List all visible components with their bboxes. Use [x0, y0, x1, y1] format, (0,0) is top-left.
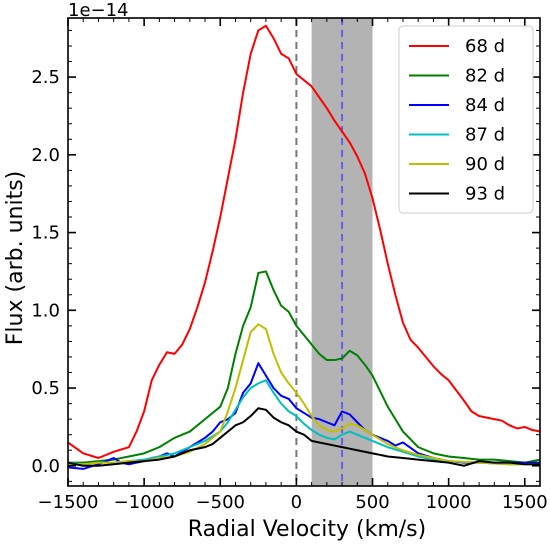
x-tick-label: 0: [291, 492, 302, 513]
x-tick-label: 1500: [502, 492, 548, 513]
legend-label: 82 d: [465, 66, 505, 87]
plot-frame: [67, 17, 541, 487]
y-tick-label: 0.0: [31, 456, 60, 477]
plot-area: [68, 18, 540, 486]
x-axis-label: Radial Velocity (km/s): [188, 517, 426, 542]
series-line-3: [68, 379, 540, 466]
x-tick-label: −1000: [114, 492, 175, 513]
legend-label: 90 d: [465, 154, 505, 175]
y-offset-text: 1e−14: [68, 0, 129, 21]
plot-content: [68, 18, 540, 486]
series-line-4: [68, 323, 540, 466]
legend-label: 93 d: [465, 184, 505, 205]
x-tick-label: −500: [196, 492, 245, 513]
y-tick-label: 2.5: [31, 67, 60, 88]
y-tick-label: 2.0: [31, 145, 60, 166]
x-tick-label: 500: [355, 492, 389, 513]
legend: 68 d 82 d 84 d 87 d 90 d 93 d: [398, 25, 534, 214]
legend-label: 68 d: [465, 36, 505, 57]
series-line-1: [68, 270, 540, 464]
series-line-0: [68, 24, 540, 460]
legend-label: 87 d: [465, 125, 505, 146]
x-tick-label: 1000: [426, 492, 472, 513]
axes: −1500 −1000 −500 0 500 1000 1500 0.0 0.5 1.0 1.5 2.…: [31, 17, 548, 513]
legend-box: [398, 25, 534, 214]
y-tick-label: 1.5: [31, 223, 60, 244]
series-line-2: [68, 362, 540, 470]
series-line-5: [68, 407, 540, 467]
y-tick-label: 0.5: [31, 378, 60, 399]
legend-label: 84 d: [465, 95, 505, 116]
y-tick-label: 1.0: [31, 300, 60, 321]
y-axis-label: Flux (arb. units): [3, 171, 28, 345]
x-tick-label: −1500: [38, 492, 99, 513]
